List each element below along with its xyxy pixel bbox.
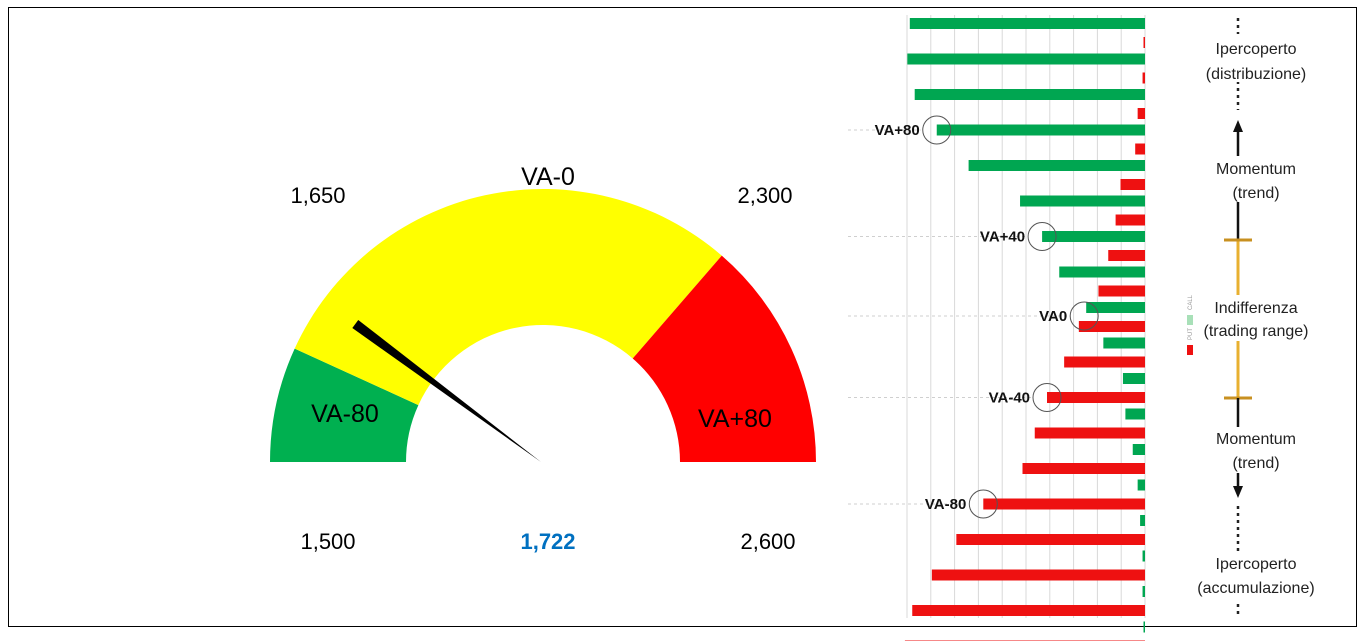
bar-green xyxy=(1020,195,1145,207)
bar-red xyxy=(1137,108,1145,119)
bar-green xyxy=(1125,408,1145,420)
bar-red xyxy=(983,498,1145,510)
gauge-max-label: 2,600 xyxy=(740,529,795,554)
bar-green xyxy=(1122,373,1145,384)
bar-green xyxy=(907,53,1145,65)
bar-green xyxy=(914,89,1145,100)
bar-green xyxy=(909,18,1145,29)
marker-circle xyxy=(922,115,952,145)
bar-red xyxy=(1142,72,1145,84)
bar-green xyxy=(968,160,1145,171)
chart-bars xyxy=(904,18,1145,641)
bar-green xyxy=(1142,550,1145,562)
bar-red xyxy=(1064,356,1145,368)
gauge-zone-label-red: VA+80 xyxy=(698,405,772,433)
gauge-zone-label-green: VA-80 xyxy=(311,400,379,428)
bar-red xyxy=(1078,321,1145,332)
phase-label-accumulation-line1: Ipercoperto xyxy=(1216,556,1297,573)
arrow-up-icon xyxy=(1233,120,1243,132)
figure-frame xyxy=(8,7,1357,627)
bar-green xyxy=(1137,479,1145,491)
bar-red xyxy=(1022,463,1145,474)
legend-put-swatch xyxy=(1187,345,1193,355)
bar-red xyxy=(1135,143,1145,155)
phase-label-momentum-down-line1: Momentum xyxy=(1216,431,1296,448)
bar-green xyxy=(1142,586,1145,597)
phase-bg-4 xyxy=(1180,552,1332,600)
gauge-min-label: 1,500 xyxy=(300,529,355,554)
bar-red xyxy=(1108,250,1145,261)
bar-green xyxy=(1103,337,1145,349)
legend-put-label: PUT xyxy=(1188,328,1194,340)
chart-gridlines xyxy=(906,15,1146,618)
phase-bg-0 xyxy=(1200,34,1276,82)
phase-label-range-line1: Indifferenza xyxy=(1214,300,1297,317)
bar-red xyxy=(912,605,1145,616)
phase-label-accumulation-line2: (accumulazione) xyxy=(1197,580,1314,597)
gauge: VA-80 VA-0 VA+80 1,650 2,300 1,500 2,600… xyxy=(270,163,817,554)
gauge-threshold-low-label: 1,650 xyxy=(290,183,345,208)
gauge-zone-red xyxy=(632,255,817,462)
chart-markers: VA+80 VA+40 VA0 VA-40 VA-80 xyxy=(848,115,1099,519)
bar-red xyxy=(931,569,1145,581)
gauge-current-value: 1,722 xyxy=(520,529,575,554)
bar-red xyxy=(1115,214,1145,226)
marker-circle xyxy=(1032,383,1062,412)
bar-red xyxy=(1047,392,1145,403)
phase-label-momentum-down-line2: (trend) xyxy=(1232,455,1279,472)
bar-red xyxy=(1143,37,1145,48)
bar-red xyxy=(956,534,1145,545)
bar-green xyxy=(936,124,1145,136)
marker-label: VA0 xyxy=(1039,308,1067,325)
phase-axis: Ipercoperto (distribuzione) Momentum (tr… xyxy=(1180,18,1332,618)
bar-green xyxy=(1086,302,1145,313)
phase-label-momentum-up-line1: Momentum xyxy=(1216,161,1296,178)
phase-label-distribution-line1: Ipercoperto xyxy=(1216,41,1297,58)
phase-label-range-line2: (trading range) xyxy=(1204,323,1309,340)
phase-label-momentum-up-line2: (trend) xyxy=(1232,185,1279,202)
gauge-zone-green xyxy=(270,348,419,462)
marker-circle xyxy=(968,489,998,519)
bar-green xyxy=(1042,231,1145,242)
phase-bg-2 xyxy=(1198,295,1326,341)
marker-label: VA-40 xyxy=(989,390,1030,407)
gauge-zone-yellow xyxy=(294,188,722,406)
bar-green xyxy=(1132,444,1145,455)
marker-label: VA+40 xyxy=(980,229,1025,246)
arrow-down-icon xyxy=(1233,486,1243,498)
gauge-needle xyxy=(352,319,541,462)
marker-label: VA-80 xyxy=(925,496,966,513)
phase-bg-3 xyxy=(1205,427,1305,473)
gauge-zone-label-yellow: VA-0 xyxy=(521,163,575,191)
marker-label: VA+80 xyxy=(875,122,920,139)
bar-green xyxy=(1143,621,1145,633)
phase-bg-1 xyxy=(1205,156,1305,202)
legend-call-label: CALL xyxy=(1188,294,1194,310)
gauge-threshold-high-label: 2,300 xyxy=(737,183,792,208)
marker-circle xyxy=(1069,301,1099,331)
legend-call-swatch xyxy=(1187,315,1193,325)
bar-green xyxy=(1140,515,1145,526)
phase-label-distribution-line2: (distribuzione) xyxy=(1206,66,1306,83)
marker-circle xyxy=(1027,222,1057,251)
bar-red xyxy=(1034,427,1145,439)
bar-green xyxy=(1059,266,1145,278)
chart-legend: PUT CALL xyxy=(1187,294,1194,355)
bar-red xyxy=(1098,285,1145,297)
bar-red xyxy=(1120,179,1145,190)
